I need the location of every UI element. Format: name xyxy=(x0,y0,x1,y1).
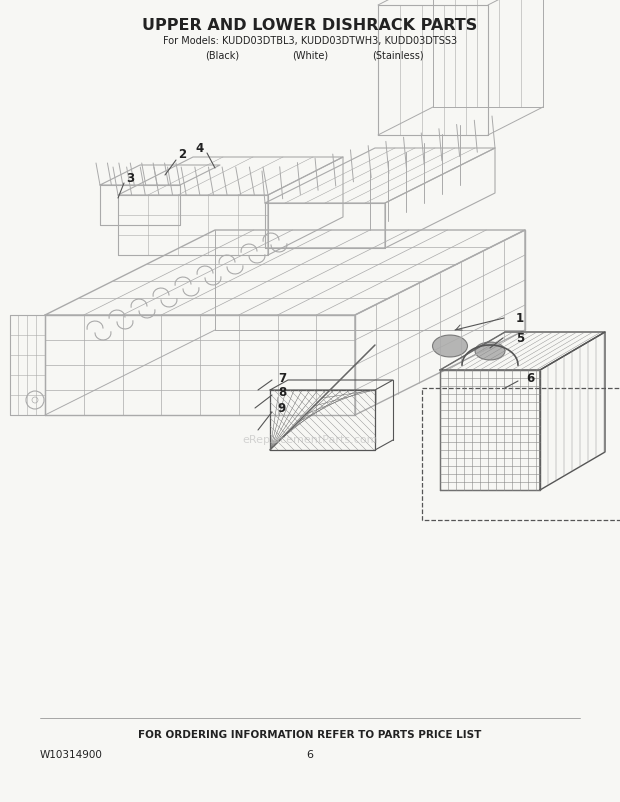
Text: 4: 4 xyxy=(196,141,204,155)
Text: UPPER AND LOWER DISHRACK PARTS: UPPER AND LOWER DISHRACK PARTS xyxy=(143,18,477,33)
Ellipse shape xyxy=(433,335,467,357)
Text: 3: 3 xyxy=(126,172,134,184)
Text: 6: 6 xyxy=(526,371,534,384)
Text: 7: 7 xyxy=(278,371,286,384)
Text: For Models: KUDD03DTBL3, KUDD03DTWH3, KUDD03DTSS3: For Models: KUDD03DTBL3, KUDD03DTWH3, KU… xyxy=(163,36,457,46)
Text: (White): (White) xyxy=(292,50,328,60)
Text: 6: 6 xyxy=(306,750,314,760)
Text: 1: 1 xyxy=(516,311,524,325)
Text: 5: 5 xyxy=(516,331,524,345)
Text: (Black): (Black) xyxy=(205,50,239,60)
Bar xyxy=(422,388,620,520)
Ellipse shape xyxy=(475,342,505,360)
Text: (Stainless): (Stainless) xyxy=(372,50,424,60)
Text: FOR ORDERING INFORMATION REFER TO PARTS PRICE LIST: FOR ORDERING INFORMATION REFER TO PARTS … xyxy=(138,730,482,740)
Text: eReplacementParts.com: eReplacementParts.com xyxy=(242,435,378,445)
Text: 9: 9 xyxy=(278,402,286,415)
Text: 8: 8 xyxy=(278,387,286,399)
Text: W10314900: W10314900 xyxy=(40,750,103,760)
Text: 2: 2 xyxy=(178,148,186,161)
